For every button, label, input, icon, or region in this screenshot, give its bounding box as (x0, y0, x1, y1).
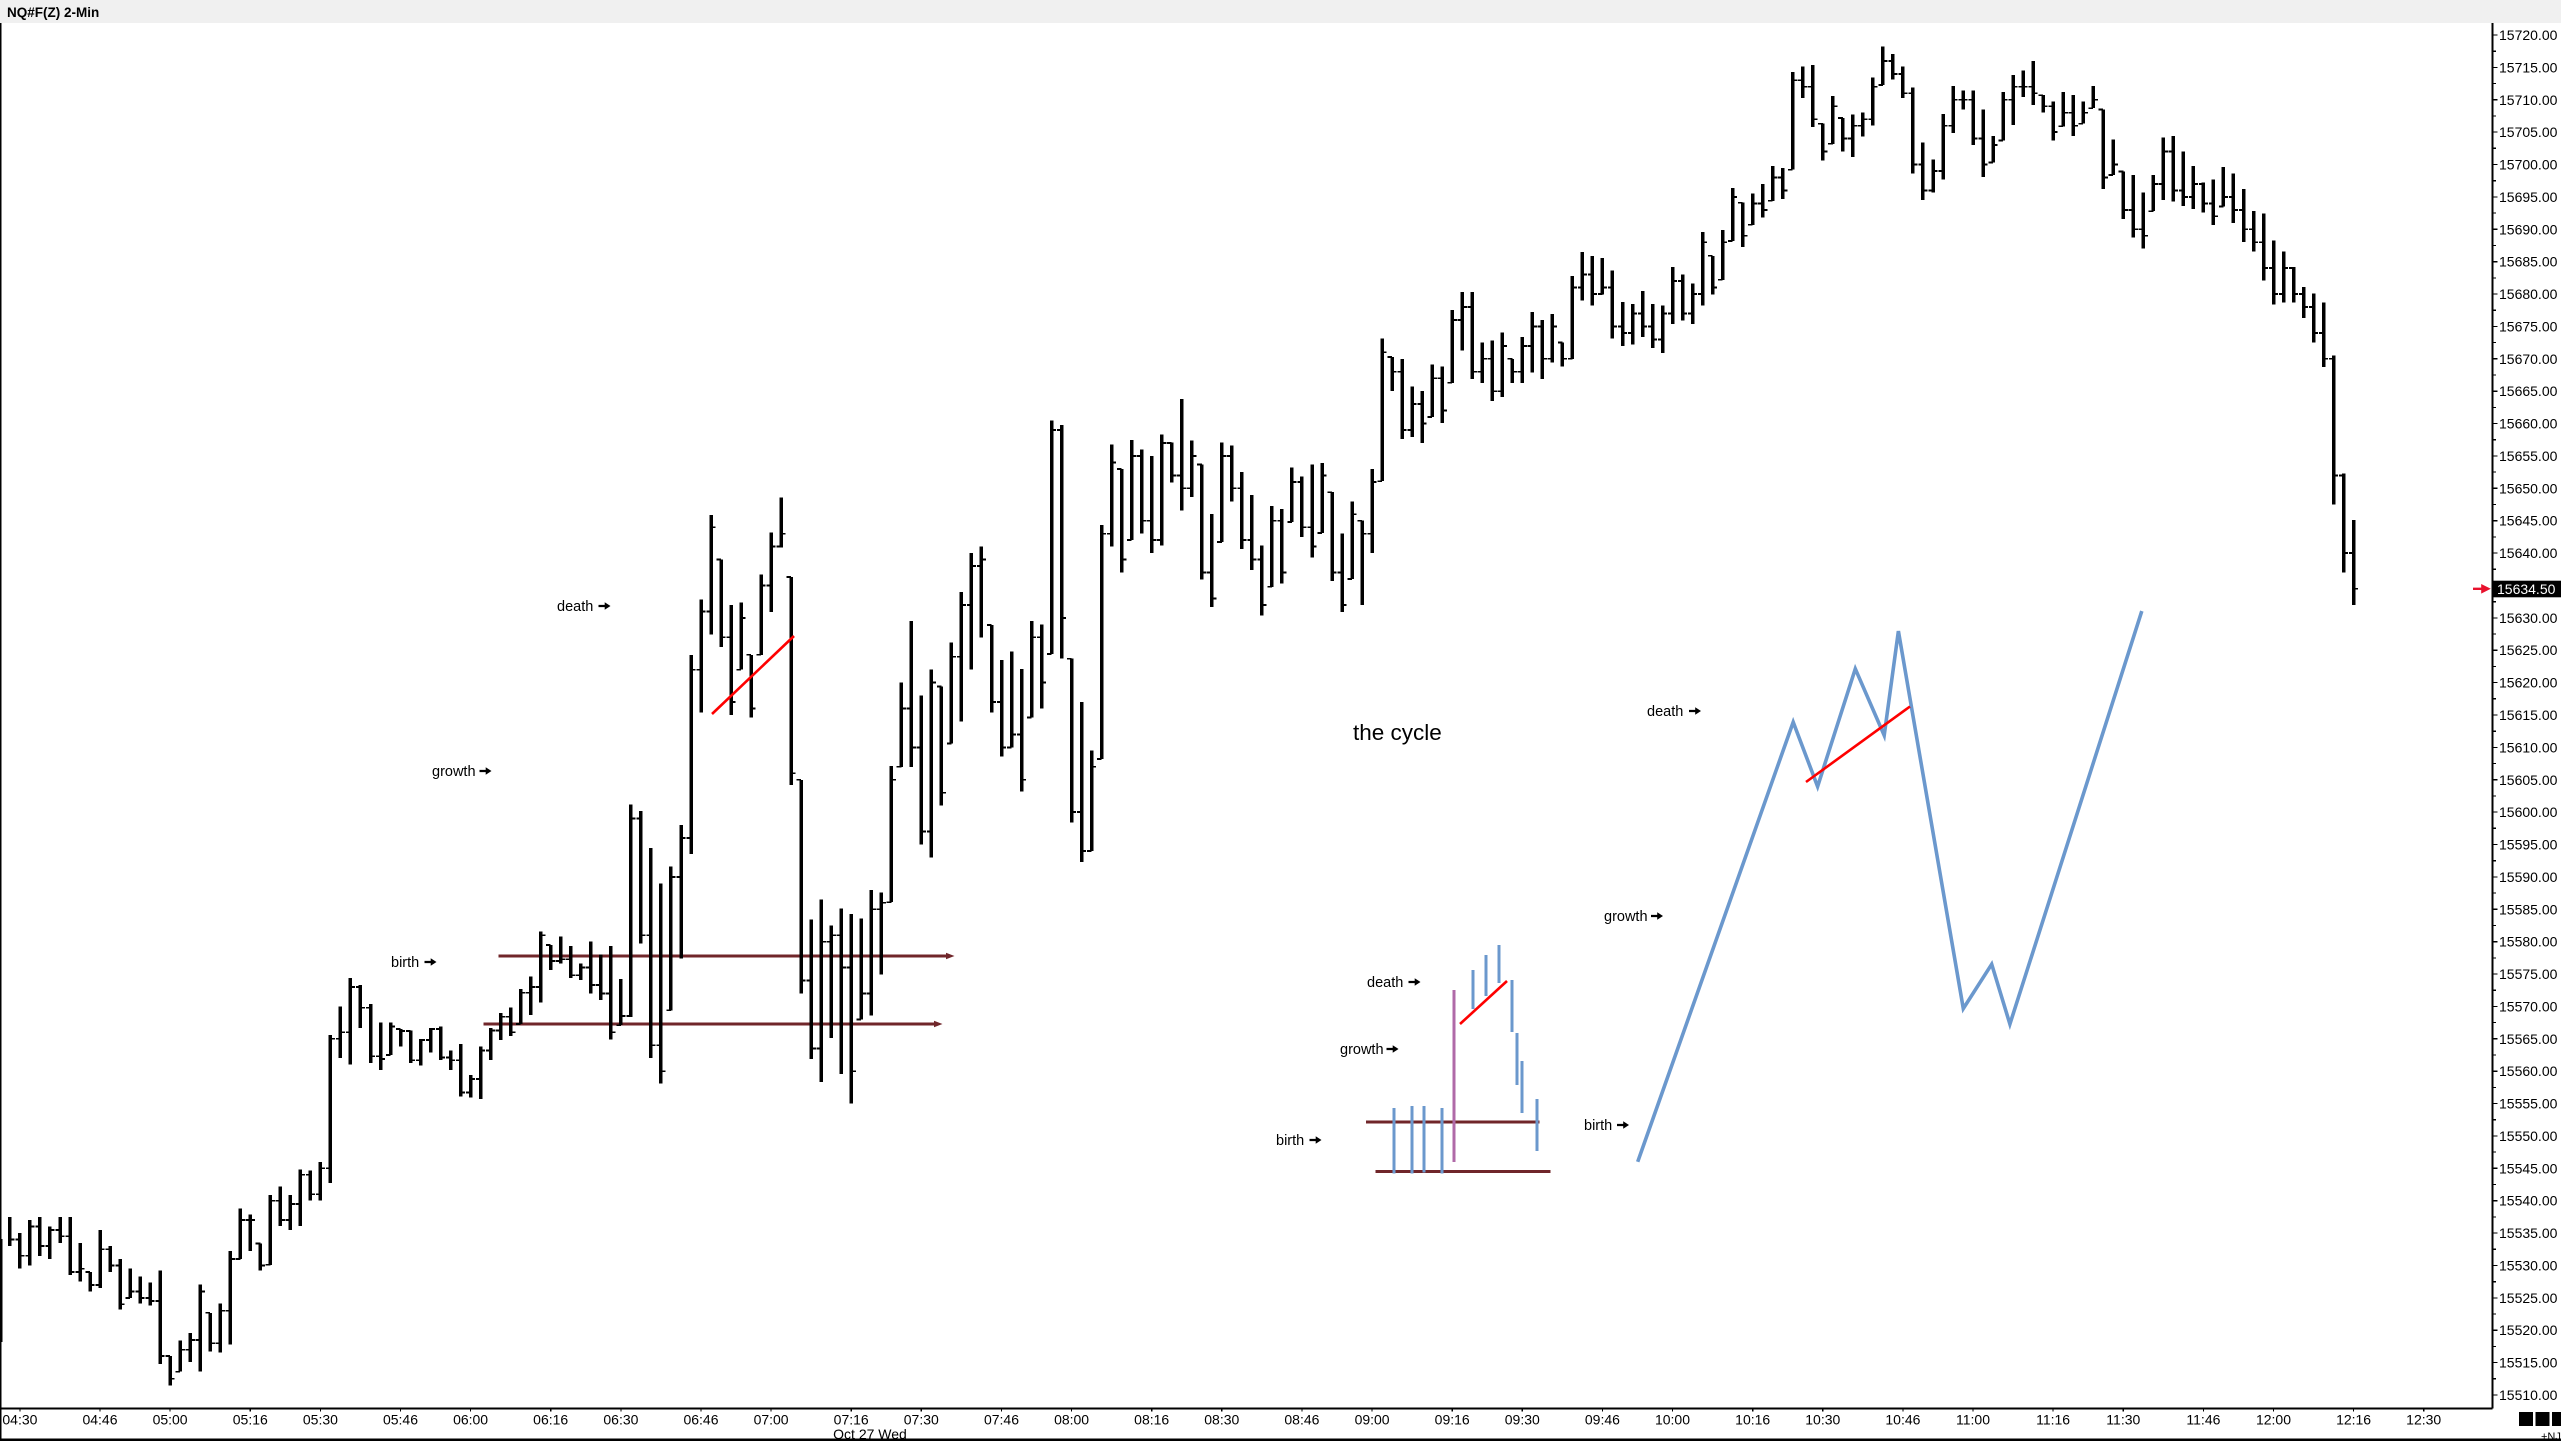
svg-text:06:16: 06:16 (533, 1412, 568, 1428)
svg-text:09:00: 09:00 (1355, 1412, 1390, 1428)
svg-text:birth: birth (1584, 1118, 1612, 1134)
svg-text:the cycle: the cycle (1353, 720, 1442, 745)
svg-text:15650.00: 15650.00 (2499, 480, 2558, 496)
svg-text:15540.00: 15540.00 (2499, 1193, 2558, 1209)
svg-text:15670.00: 15670.00 (2499, 351, 2558, 367)
svg-text:06:30: 06:30 (603, 1412, 638, 1428)
svg-text:04:30: 04:30 (2, 1412, 37, 1428)
svg-text:10:16: 10:16 (1735, 1412, 1770, 1428)
svg-text:15605.00: 15605.00 (2499, 772, 2558, 788)
svg-text:15680.00: 15680.00 (2499, 286, 2558, 302)
svg-text:15525.00: 15525.00 (2499, 1290, 2558, 1306)
svg-text:12:16: 12:16 (2336, 1412, 2371, 1428)
svg-text:NQ#F(Z) 2-Min: NQ#F(Z) 2-Min (7, 5, 99, 20)
svg-text:death: death (1367, 975, 1403, 991)
svg-text:12:30: 12:30 (2406, 1412, 2441, 1428)
svg-text:08:00: 08:00 (1054, 1412, 1089, 1428)
svg-text:15690.00: 15690.00 (2499, 221, 2558, 237)
svg-text:15595.00: 15595.00 (2499, 837, 2558, 853)
svg-text:growth: growth (1604, 909, 1648, 925)
svg-text:Oct 27 Wed: Oct 27 Wed (833, 1426, 907, 1441)
svg-text:15565.00: 15565.00 (2499, 1031, 2558, 1047)
svg-text:15625.00: 15625.00 (2499, 642, 2558, 658)
svg-text:15575.00: 15575.00 (2499, 966, 2558, 982)
svg-text:15695.00: 15695.00 (2499, 189, 2558, 205)
svg-text:04:46: 04:46 (82, 1412, 117, 1428)
svg-text:15615.00: 15615.00 (2499, 707, 2558, 723)
svg-text:15590.00: 15590.00 (2499, 869, 2558, 885)
svg-text:15620.00: 15620.00 (2499, 675, 2558, 691)
svg-text:15610.00: 15610.00 (2499, 739, 2558, 755)
svg-text:05:30: 05:30 (303, 1412, 338, 1428)
svg-text:15530.00: 15530.00 (2499, 1258, 2558, 1274)
svg-text:15580.00: 15580.00 (2499, 934, 2558, 950)
svg-text:15560.00: 15560.00 (2499, 1063, 2558, 1079)
svg-text:08:16: 08:16 (1134, 1412, 1169, 1428)
svg-text:15545.00: 15545.00 (2499, 1160, 2558, 1176)
svg-text:15510.00: 15510.00 (2499, 1387, 2558, 1403)
svg-text:15550.00: 15550.00 (2499, 1128, 2558, 1144)
svg-text:12:00: 12:00 (2256, 1412, 2291, 1428)
svg-text:death: death (1647, 704, 1683, 720)
svg-text:11:30: 11:30 (2106, 1412, 2140, 1428)
svg-text:07:16: 07:16 (834, 1412, 869, 1428)
svg-text:15645.00: 15645.00 (2499, 513, 2558, 529)
svg-text:15720.00: 15720.00 (2499, 27, 2558, 43)
svg-text:07:30: 07:30 (904, 1412, 939, 1428)
svg-text:15715.00: 15715.00 (2499, 59, 2558, 75)
svg-text:+NJ: +NJ (2541, 1431, 2561, 1441)
svg-text:10:00: 10:00 (1655, 1412, 1690, 1428)
svg-text:06:00: 06:00 (453, 1412, 488, 1428)
svg-text:15685.00: 15685.00 (2499, 254, 2558, 270)
svg-text:05:00: 05:00 (153, 1412, 188, 1428)
svg-text:15665.00: 15665.00 (2499, 383, 2558, 399)
svg-text:08:30: 08:30 (1204, 1412, 1239, 1428)
svg-text:08:46: 08:46 (1284, 1412, 1319, 1428)
svg-text:15710.00: 15710.00 (2499, 92, 2558, 108)
svg-text:09:30: 09:30 (1505, 1412, 1540, 1428)
svg-text:15634.50: 15634.50 (2497, 581, 2556, 597)
svg-text:07:46: 07:46 (984, 1412, 1019, 1428)
svg-text:15570.00: 15570.00 (2499, 998, 2558, 1014)
svg-text:15700.00: 15700.00 (2499, 157, 2558, 173)
svg-text:15535.00: 15535.00 (2499, 1225, 2558, 1241)
svg-text:birth: birth (391, 955, 419, 971)
svg-text:15600.00: 15600.00 (2499, 804, 2558, 820)
svg-text:15705.00: 15705.00 (2499, 124, 2558, 140)
svg-text:15640.00: 15640.00 (2499, 545, 2558, 561)
svg-text:11:00: 11:00 (1956, 1412, 1990, 1428)
svg-text:growth: growth (1340, 1042, 1384, 1058)
svg-text:10:46: 10:46 (1885, 1412, 1920, 1428)
svg-text:10:30: 10:30 (1805, 1412, 1840, 1428)
svg-text:09:46: 09:46 (1585, 1412, 1620, 1428)
svg-text:11:16: 11:16 (2036, 1412, 2070, 1428)
svg-text:05:16: 05:16 (233, 1412, 268, 1428)
svg-text:15515.00: 15515.00 (2499, 1355, 2558, 1371)
svg-text:15555.00: 15555.00 (2499, 1096, 2558, 1112)
svg-text:birth: birth (1276, 1133, 1304, 1149)
svg-text:06:46: 06:46 (683, 1412, 718, 1428)
svg-text:07:00: 07:00 (754, 1412, 789, 1428)
svg-text:15520.00: 15520.00 (2499, 1322, 2558, 1338)
svg-text:11:46: 11:46 (2186, 1412, 2220, 1428)
svg-text:15655.00: 15655.00 (2499, 448, 2558, 464)
svg-text:growth: growth (432, 764, 476, 780)
svg-text:15660.00: 15660.00 (2499, 416, 2558, 432)
svg-text:15630.00: 15630.00 (2499, 610, 2558, 626)
svg-text:15675.00: 15675.00 (2499, 318, 2558, 334)
svg-text:15585.00: 15585.00 (2499, 901, 2558, 917)
svg-text:death: death (557, 599, 593, 615)
svg-text:09:16: 09:16 (1435, 1412, 1470, 1428)
svg-text:05:46: 05:46 (383, 1412, 418, 1428)
